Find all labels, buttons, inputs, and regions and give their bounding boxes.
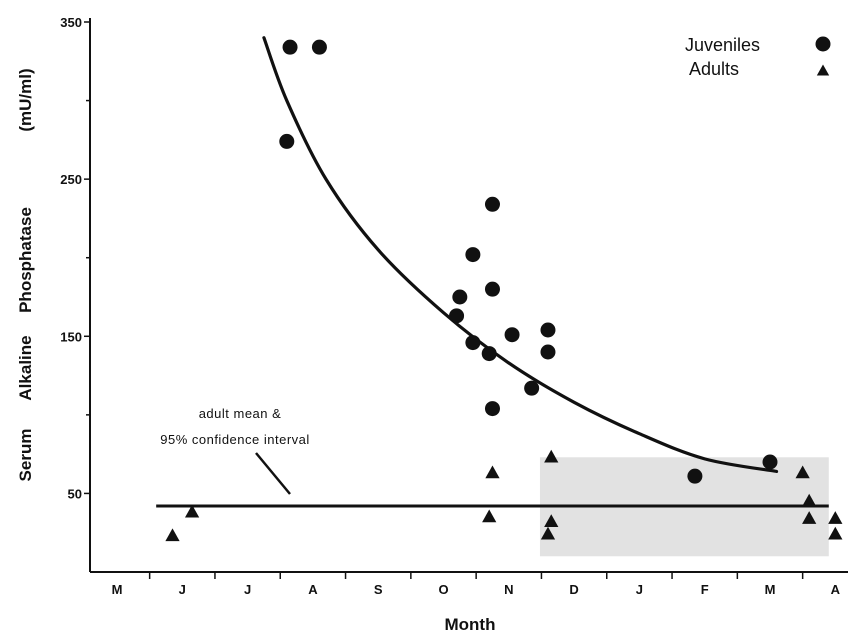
adult-point xyxy=(485,465,500,479)
juvenile-point xyxy=(465,335,481,351)
x-tick-label: M xyxy=(112,582,123,597)
adult-point xyxy=(540,526,556,540)
x-tick-label: F xyxy=(701,582,709,597)
juvenile-point xyxy=(282,39,298,55)
juvenile-point xyxy=(484,281,500,297)
legend-label-adults: Adults xyxy=(689,59,739,79)
fit-curve xyxy=(262,36,779,474)
adult-point xyxy=(184,504,200,518)
x-tick-label: M xyxy=(765,582,776,597)
annotation-line-2: 95% confidence interval xyxy=(160,432,310,447)
x-tick-label: S xyxy=(374,582,383,597)
x-tick-label: J xyxy=(244,582,251,597)
annotation-pointer xyxy=(255,452,291,495)
y-tick-label: 50 xyxy=(68,486,82,501)
x-axis-title: Month xyxy=(445,615,496,634)
juvenile-point xyxy=(452,289,468,305)
legend: Juveniles Adults xyxy=(685,35,831,79)
adult-point xyxy=(802,493,817,507)
y-tick-label: 350 xyxy=(60,15,82,30)
juvenile-point xyxy=(449,308,465,324)
adult-point xyxy=(802,511,817,524)
x-tick-label: N xyxy=(504,582,513,597)
adult-point xyxy=(544,449,559,463)
x-tick-label: O xyxy=(438,582,448,597)
x-tick-label: J xyxy=(179,582,186,597)
y-axis-title-part: (mU/ml) xyxy=(16,68,35,131)
data-points xyxy=(165,39,843,542)
legend-marker-triangle xyxy=(816,64,830,76)
legend-label-juveniles: Juveniles xyxy=(685,35,760,55)
x-tick-label: A xyxy=(831,582,841,597)
adult-point xyxy=(795,465,810,479)
annotation-line-1: adult mean & xyxy=(199,406,282,421)
juvenile-point xyxy=(540,344,556,360)
y-axis-title-part: Phosphatase xyxy=(16,207,35,313)
juvenile-point xyxy=(484,196,500,212)
juvenile-point xyxy=(465,247,481,263)
juvenile-point xyxy=(540,322,556,338)
juvenile-point xyxy=(504,327,520,343)
adult-point xyxy=(544,514,559,527)
reference-layer xyxy=(156,452,829,508)
legend-marker-circle xyxy=(815,36,831,52)
juvenile-point xyxy=(279,133,295,149)
x-tick-label: A xyxy=(308,582,318,597)
juvenile-point xyxy=(481,346,497,362)
juvenile-point xyxy=(762,454,778,470)
adult-point xyxy=(165,528,180,542)
y-tick-label: 250 xyxy=(60,172,82,187)
y-tick-label: 150 xyxy=(60,329,82,344)
juvenile-point xyxy=(311,39,327,55)
axes xyxy=(84,18,848,579)
juvenile-point xyxy=(524,380,540,396)
x-tick-label: D xyxy=(569,582,578,597)
y-axis-title-part: Serum xyxy=(16,429,35,482)
y-axis-title-part: Alkaline xyxy=(16,335,35,400)
fit-curve-layer xyxy=(262,36,779,474)
adult-point xyxy=(828,526,843,540)
x-tick-label: J xyxy=(636,582,643,597)
juvenile-point xyxy=(687,468,703,484)
juvenile-point xyxy=(484,401,500,417)
labels: 50 150 250 350 M J J A S O N D J F M A Month Serum Alkalin… xyxy=(16,15,841,634)
adult-point xyxy=(482,509,497,523)
adult-point xyxy=(828,511,843,524)
